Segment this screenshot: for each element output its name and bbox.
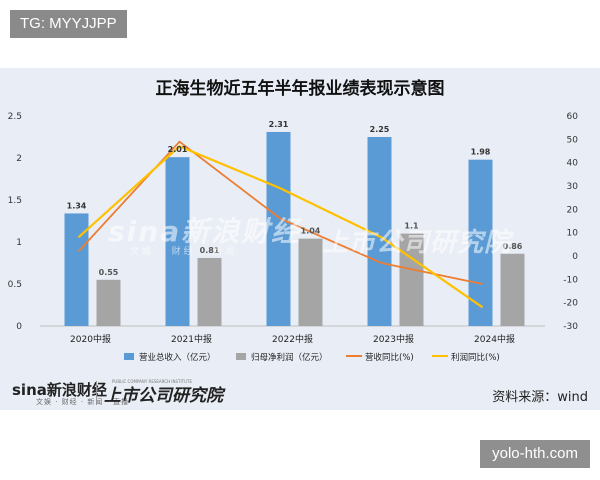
left-axis-tick: 1 [16,238,22,248]
profit-bar-label: 1.04 [301,227,321,236]
x-axis-category-label: 2023中报 [373,333,414,345]
overlay-tag-top: TG: MYYJJPP [10,10,127,38]
right-axis-tick: 50 [567,135,579,145]
profit-yoy-line [77,145,484,309]
revenue-bar-label: 2.31 [269,120,289,129]
profit-bar [500,253,525,326]
left-axis: 0 0.5 1 1.5 2 2.5 [8,112,23,332]
bars-group [64,131,525,326]
right-axis: -30 -20 -10 0 10 20 30 40 50 60 [563,112,578,332]
profit-bar-label: 1.1 [404,222,419,231]
overlay-tag-bottom: yolo-hth.com [480,440,590,468]
left-axis-tick: 1.5 [8,196,22,206]
footer-bar [0,376,600,410]
revenue-bar-label: 2.01 [168,145,188,154]
chart-svg: 正海生物近五年半年报业绩表现示意图 0 0.5 1 1.5 2 2.5 -30 -20 -10… [8,78,579,363]
revenue-yoy-line [77,140,483,285]
right-axis-tick: 10 [567,229,579,239]
x-axis-category-label: 2020中报 [70,333,111,345]
profit-bar-label: 0.81 [200,246,220,255]
sina-logo: sina新浪财经 [12,381,107,399]
legend-swatch [124,353,134,360]
chart-title: 正海生物近五年半年报业绩表现示意图 [156,78,445,99]
profit-bar-label: 0.86 [503,242,523,251]
x-axis-category-label: 2021中报 [171,333,212,345]
right-axis-tick: -10 [563,275,578,285]
source-note: 资料来源：wind [492,390,588,405]
legend-label: 归母净利润（亿元） [251,352,328,363]
right-axis-tick: -20 [563,299,578,309]
right-axis-tick: 30 [567,182,579,192]
legend-label: 营收同比(%) [365,352,414,363]
revenue-bar-label: 2.25 [370,125,390,134]
revenue-bar [468,159,493,326]
legend: 营业总收入（亿元） 归母净利润（亿元） 营收同比(%) 利润同比(%) [124,352,500,363]
institute-logo: 上市公司研究院 [104,386,223,406]
bar-labels-group: 1.34 0.55 2.01 0.81 2.31 1.04 2.25 1.1 1.98 0.86 [67,120,523,277]
revenue-bar [266,131,291,326]
revenue-bar [165,157,190,326]
sina-logo-subtitle: 文娱 · 财经 · 新闻 · 直播 [36,398,130,406]
revenue-bar-label: 1.34 [67,201,87,210]
profit-bar [197,257,222,326]
legend-swatch [236,353,246,360]
lines-group [77,140,484,309]
left-axis-tick: 2.5 [8,112,22,122]
profit-bar [298,238,323,326]
left-axis-tick: 0 [16,322,22,332]
x-axis-category-label: 2022中报 [272,333,313,345]
profit-bar-label: 0.55 [99,268,119,277]
right-axis-tick: 40 [567,159,579,169]
chart-panel: 正海生物近五年半年报业绩表现示意图 0 0.5 1 1.5 2 2.5 -30 -20 -10… [0,68,600,410]
right-axis-tick: 20 [567,205,579,215]
right-axis-tick: -30 [563,322,578,332]
x-axis-category-label: 2024中报 [474,333,515,345]
revenue-bar-label: 1.98 [471,148,491,157]
brand-divider [96,381,97,405]
legend-label: 利润同比(%) [451,352,500,363]
left-axis-tick: 0.5 [8,280,22,290]
profit-bar [96,279,121,326]
right-axis-tick: 60 [567,112,579,122]
left-axis-tick: 2 [16,154,22,164]
profit-bar [399,233,424,326]
right-axis-tick: 0 [572,252,578,262]
legend-label: 营业总收入（亿元） [139,352,216,363]
x-axis-labels: 2020中报 2021中报 2022中报 2023中报 2024中报 [70,333,515,345]
institute-logo-english: PUBLIC COMPANY RESEARCH INSTITUTE [112,379,192,384]
